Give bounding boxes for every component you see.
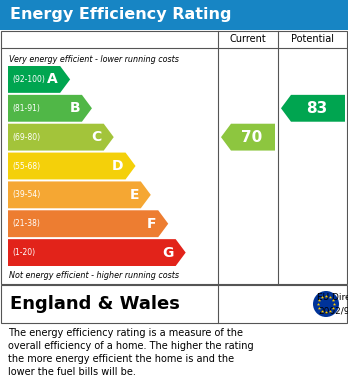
Text: overall efficiency of a home. The higher the rating: overall efficiency of a home. The higher… bbox=[8, 341, 254, 351]
Bar bbox=[1, 285, 347, 323]
Text: C: C bbox=[92, 130, 102, 144]
Polygon shape bbox=[8, 152, 135, 179]
Text: Potential: Potential bbox=[292, 34, 334, 44]
Text: (69-80): (69-80) bbox=[12, 133, 40, 142]
Polygon shape bbox=[8, 239, 186, 266]
Text: The energy efficiency rating is a measure of the: The energy efficiency rating is a measur… bbox=[8, 328, 243, 338]
Text: (92-100): (92-100) bbox=[12, 75, 45, 84]
Text: Current: Current bbox=[230, 34, 266, 44]
Text: (1-20): (1-20) bbox=[12, 248, 35, 257]
Text: (21-38): (21-38) bbox=[12, 219, 40, 228]
Text: Very energy efficient - lower running costs: Very energy efficient - lower running co… bbox=[9, 54, 179, 63]
Text: (81-91): (81-91) bbox=[12, 104, 40, 113]
Text: A: A bbox=[47, 72, 58, 86]
Text: Energy Efficiency Rating: Energy Efficiency Rating bbox=[10, 7, 231, 23]
Text: 83: 83 bbox=[306, 101, 327, 116]
Circle shape bbox=[313, 291, 339, 317]
Text: (39-54): (39-54) bbox=[12, 190, 40, 199]
Polygon shape bbox=[8, 210, 168, 237]
Polygon shape bbox=[281, 95, 345, 122]
Polygon shape bbox=[8, 95, 92, 122]
Text: B: B bbox=[69, 101, 80, 115]
Bar bbox=[0, 0, 348, 30]
Text: Not energy efficient - higher running costs: Not energy efficient - higher running co… bbox=[9, 271, 179, 280]
Polygon shape bbox=[8, 66, 70, 93]
Text: F: F bbox=[147, 217, 156, 231]
Bar bbox=[1, 31, 347, 284]
Text: (55-68): (55-68) bbox=[12, 161, 40, 170]
Text: England & Wales: England & Wales bbox=[10, 295, 180, 313]
Text: E: E bbox=[129, 188, 139, 202]
Text: 70: 70 bbox=[242, 130, 263, 145]
Polygon shape bbox=[221, 124, 275, 151]
Text: lower the fuel bills will be.: lower the fuel bills will be. bbox=[8, 367, 136, 377]
Text: G: G bbox=[162, 246, 174, 260]
Text: the more energy efficient the home is and the: the more energy efficient the home is an… bbox=[8, 354, 234, 364]
Text: EU Directive
2002/91/EC: EU Directive 2002/91/EC bbox=[317, 293, 348, 315]
Polygon shape bbox=[8, 124, 114, 151]
Text: D: D bbox=[112, 159, 124, 173]
Polygon shape bbox=[8, 181, 151, 208]
